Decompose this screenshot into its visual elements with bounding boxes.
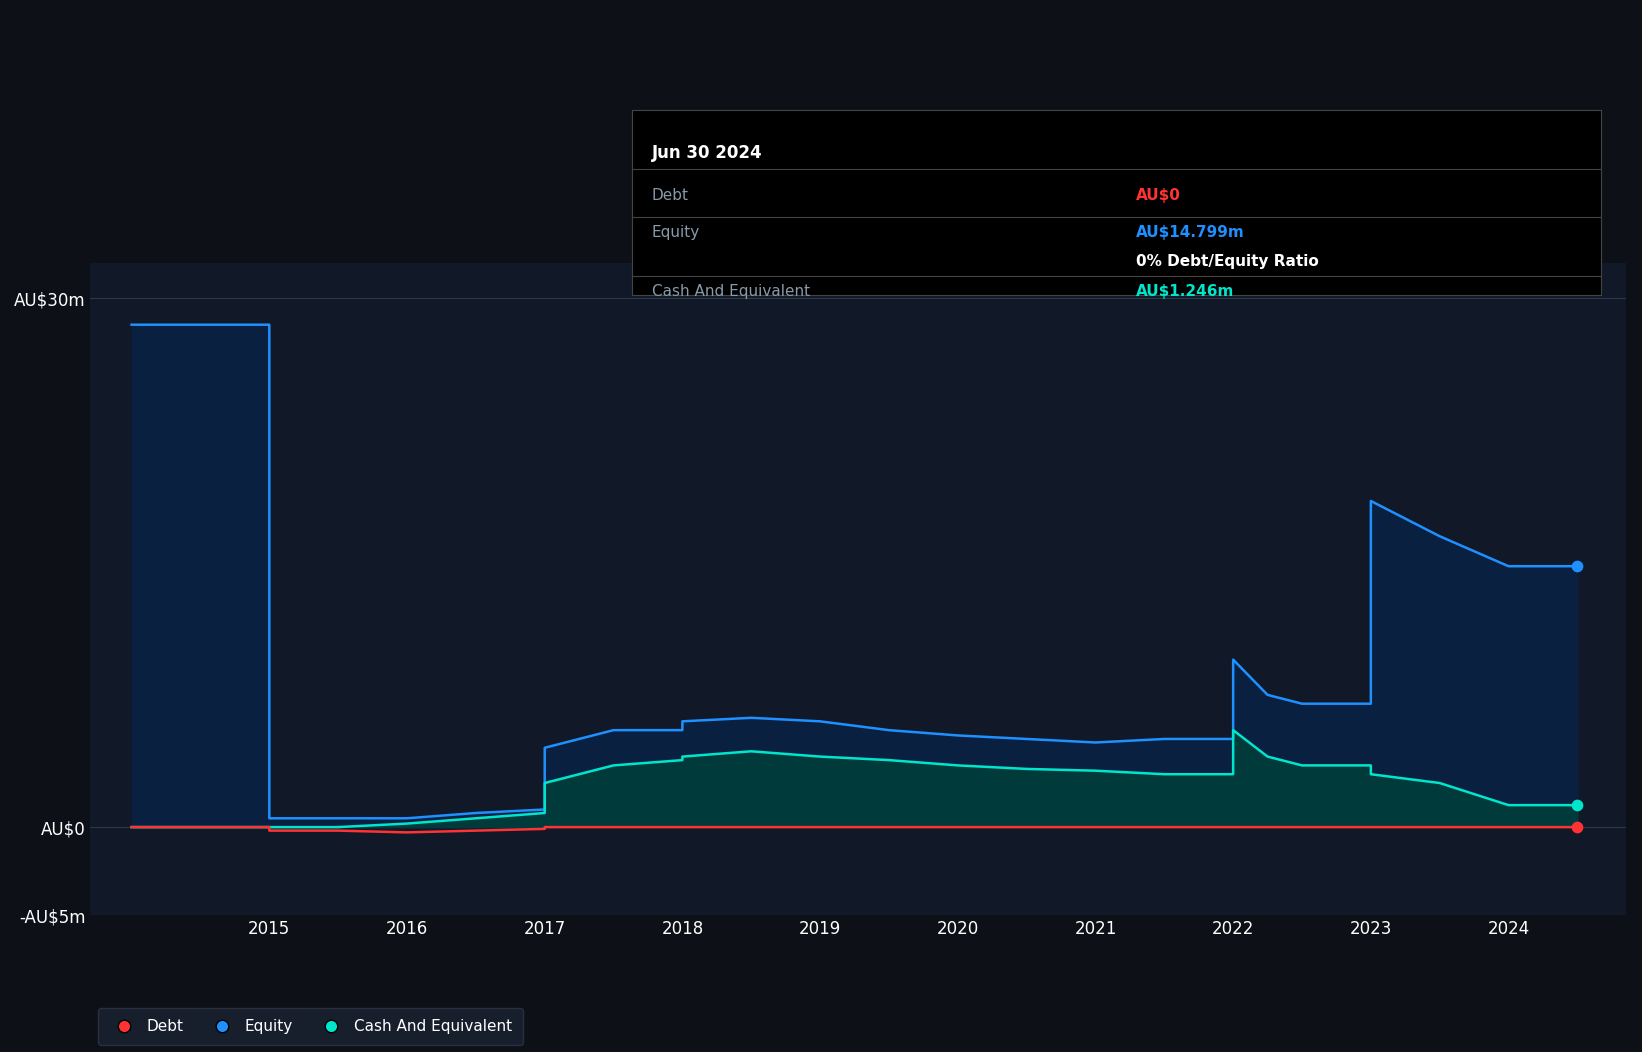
Text: 0% Debt/Equity Ratio: 0% Debt/Equity Ratio	[1136, 255, 1319, 269]
Legend: Debt, Equity, Cash And Equivalent: Debt, Equity, Cash And Equivalent	[99, 1008, 524, 1045]
Point	[1565, 796, 1591, 813]
Text: Cash And Equivalent: Cash And Equivalent	[652, 283, 810, 299]
Point	[1565, 818, 1591, 835]
Text: AU$1.246m: AU$1.246m	[1136, 283, 1235, 299]
Text: Debt: Debt	[652, 187, 688, 203]
Text: Jun 30 2024: Jun 30 2024	[652, 144, 762, 162]
Text: AU$14.799m: AU$14.799m	[1136, 225, 1245, 240]
Text: Equity: Equity	[652, 225, 699, 240]
Point	[1565, 558, 1591, 574]
Text: AU$0: AU$0	[1136, 187, 1181, 203]
